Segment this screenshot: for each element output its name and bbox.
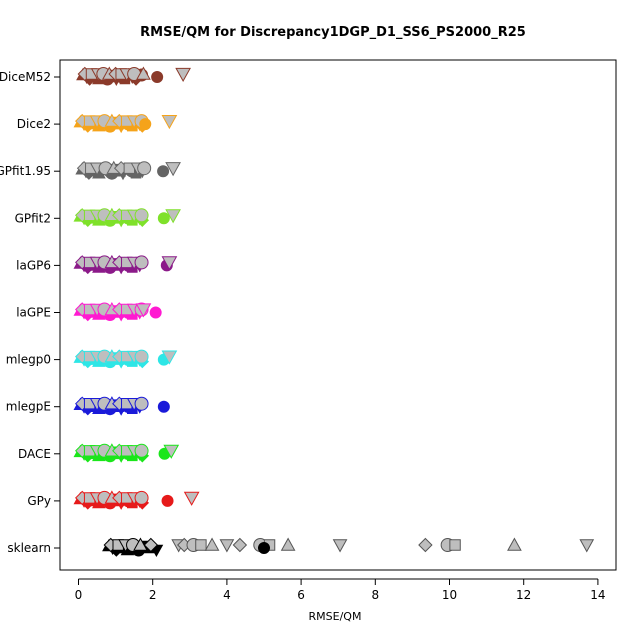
mean-point bbox=[157, 165, 170, 178]
data-point-extra bbox=[449, 539, 461, 551]
mean-point bbox=[258, 542, 270, 554]
mean-point bbox=[149, 306, 162, 319]
outlier-point bbox=[161, 115, 178, 130]
y-tick-label: DACE bbox=[18, 447, 51, 461]
data-point-overlay bbox=[143, 537, 159, 553]
outlier-point bbox=[135, 303, 152, 318]
y-tick-label: laGP6 bbox=[16, 258, 51, 272]
data-point-overlay bbox=[134, 490, 149, 505]
x-tick-label: 4 bbox=[223, 588, 231, 602]
data-point-extra bbox=[507, 537, 522, 551]
x-tick-label: 0 bbox=[75, 588, 83, 602]
y-tick-label: mlegp0 bbox=[6, 353, 51, 367]
plot-frame bbox=[59, 59, 617, 571]
data-point-overlay bbox=[134, 208, 149, 223]
outlier-point bbox=[161, 256, 178, 271]
y-tick-label: mlegpE bbox=[6, 400, 51, 414]
data-point-extra bbox=[219, 539, 235, 553]
mean-point bbox=[157, 212, 170, 225]
data-point-overlay bbox=[134, 443, 149, 458]
y-tick-label: sklearn bbox=[7, 541, 51, 555]
x-tick-label: 8 bbox=[371, 588, 379, 602]
x-tick-label: 6 bbox=[297, 588, 305, 602]
chart-title: RMSE/QM for Discrepancy1DGP_D1_SS6_PS200… bbox=[140, 25, 526, 40]
x-tick-label: 12 bbox=[516, 588, 531, 602]
mean-point bbox=[151, 71, 164, 83]
outlier-point bbox=[161, 350, 178, 365]
data-point-extra bbox=[232, 537, 248, 553]
outlier-point bbox=[183, 491, 200, 506]
data-point-overlay bbox=[136, 66, 151, 80]
outlier-point bbox=[175, 67, 191, 83]
data-point-overlay bbox=[134, 349, 149, 364]
data-point-extra bbox=[280, 537, 296, 551]
outlier-point bbox=[165, 162, 181, 177]
mean-point bbox=[157, 400, 170, 413]
y-tick-label: GPfit2 bbox=[15, 211, 51, 225]
data-point-extra bbox=[418, 537, 433, 553]
x-tick-label: 2 bbox=[149, 588, 157, 602]
data-point-extra bbox=[195, 539, 207, 551]
y-tick-label: GPfit1.95 bbox=[0, 164, 51, 178]
data-point-overlay bbox=[137, 161, 152, 176]
y-tick-label: GPy bbox=[27, 494, 51, 508]
outlier-point bbox=[165, 209, 181, 224]
mean-point bbox=[139, 118, 152, 131]
plot-marks bbox=[73, 66, 595, 558]
y-tick-label: laGPE bbox=[16, 306, 51, 320]
data-point-extra bbox=[579, 539, 595, 553]
y-tick-label: DiceM52 bbox=[0, 70, 51, 84]
data-point-extra bbox=[204, 537, 220, 551]
data-point-overlay bbox=[133, 537, 148, 551]
data-point-overlay bbox=[134, 255, 149, 270]
outlier-point bbox=[163, 444, 180, 459]
x-tick-label: 14 bbox=[590, 588, 605, 602]
axes: DiceM52 Dice2 GPfit1.95 GPfit2 laGP6 laGPE mle… bbox=[0, 70, 606, 602]
y-tick-label: Dice2 bbox=[17, 117, 51, 131]
data-point-extra bbox=[332, 539, 348, 553]
x-axis-label: RMSE/QM bbox=[309, 610, 362, 623]
x-tick-label: 10 bbox=[442, 588, 457, 602]
data-point-overlay bbox=[134, 396, 149, 411]
mean-point bbox=[161, 494, 174, 507]
